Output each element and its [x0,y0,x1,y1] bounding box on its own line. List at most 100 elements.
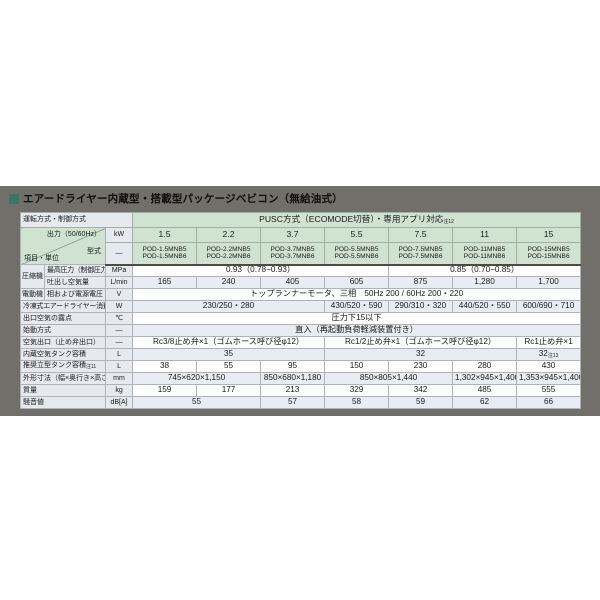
spec-cell: 290/310・320 [388,300,454,313]
spec-cell: 0.85（0.70−0.85） [388,264,582,277]
model-name: POD-15MNB6 [527,253,570,261]
model-name: POD-7.5MNB5 [398,245,443,253]
output-value: 7.5 [388,227,454,243]
corner-diagonal-cell: 出力（50/60Hz） 型式 項目・単位 [20,227,106,265]
spec-cell: 850×680×1,180 [260,372,326,385]
spec-cell: Rc1止め弁×1 [516,336,582,349]
model-cell: POD-2.2MNB5 POD-2.2MNB6 [196,242,262,266]
row-unit: ℃ [104,312,134,325]
spec-cell: 1,353×945×1,400 [516,372,582,385]
spec-cell: 177 [196,384,262,397]
spec-cell: 605 [324,276,390,289]
spec-cell: 32注13 [516,348,582,361]
row-unit: ― [104,336,134,349]
row-unit: L [104,348,134,361]
row-unit: L/min [104,276,134,289]
model-name: POD-3.7MNB5 [270,245,315,253]
gray-panel: エアードライヤー内蔵型・搭載型パッケージベビコン（無給油式） 運転方式・制御方式… [0,186,600,416]
row-label-discharge: 吐出し空気量 [44,276,106,289]
row-unit: V [104,288,134,301]
model-cell: POD-11MNB5 POD-11MNB6 [452,242,518,266]
row-label-recommended-tank: 推奨立型タンク容積注11 [20,360,106,373]
model-cell: POD-5.5MNB5 POD-5.5MNB6 [324,242,390,266]
spec-cell: 55 [132,396,262,409]
model-name: POD-1.5MNB5 [142,245,187,253]
spec-cell: Rc3/8止め弁×1（ゴムホース呼び径φ12） [132,336,326,349]
section-title-text: エアードライヤー内蔵型・搭載型パッケージベビコン（無給油式） [23,193,343,205]
spec-cell: 55 [196,360,262,373]
group-motor: 電動機 [20,288,45,301]
output-value: 3.7 [260,227,326,243]
spec-cell: 直入（再起動負荷軽減装置付き） [132,324,582,337]
spec-note: 注13 [547,352,559,359]
model-cell: POD-15MNB5 POD-15MNB6 [516,242,582,266]
spec-cell: 95 [260,360,326,373]
spec-cell: 62 [452,396,518,409]
row-label-text: 推奨立型タンク容積 [23,362,86,370]
row-label-dryer-power: 冷凍式エアードライヤー消費電力 [20,300,106,313]
spec-cell: 66 [516,396,582,409]
spec-cell: 555 [516,384,582,397]
spec-cell: 485 [452,384,518,397]
model-unit: ― [104,242,134,266]
row-label-mass: 質量 [20,384,106,397]
row-unit: W [104,300,134,313]
spec-cell: 213 [260,384,326,397]
model-name: POD-15MNB5 [527,245,570,253]
output-value: 1.5 [132,227,198,243]
operation-method-label: 運転方式・制御方式 [19,212,134,228]
row-label-noise: 騒音値 [20,396,106,409]
spec-cell: トップランナーモータ、三相 50Hz 200 / 60Hz 200・220 [132,288,582,301]
output-value: 11 [452,227,518,243]
row-label-starting: 始動方式 [20,324,106,337]
spec-cell: 1,280 [452,276,518,289]
row-unit: MPa [104,264,134,277]
output-value: 5.5 [324,227,390,243]
spec-cell: 1,302×945×1,400 [452,372,518,385]
section-title: エアードライヤー内蔵型・搭載型パッケージベビコン（無給油式） [9,191,343,206]
model-cell: POD-3.7MNB5 POD-3.7MNB6 [260,242,326,266]
row-unit: mm [104,372,134,385]
method-header-text: PUSC方式（ECOMODE切替）・専用アプリ対応 [259,213,444,224]
spec-cell: 1,700 [516,276,582,289]
model-name: POD-5.5MNB5 [334,245,379,253]
group-compressor: 圧縮機 [20,264,45,289]
spec-cell: 35 [132,348,326,361]
spec-cell: 58 [324,396,390,409]
model-cell: POD-1.5MNB5 POD-1.5MNB6 [132,242,198,266]
spec-cell: 240 [196,276,262,289]
method-header-note: 注12 [443,218,454,225]
spec-cell: 850×805×1,440 [324,372,454,385]
spec-cell: 745×620×1,150 [132,372,262,385]
spec-cell: 230/250・280 [132,300,326,313]
spec-cell: 600/690・710 [516,300,582,313]
spec-cell: 0.93（0.78−0.93） [132,264,390,277]
model-name: POD-11MNB5 [463,245,506,253]
spec-cell: 38 [132,360,198,373]
row-label-dimensions: 外形寸法（幅×奥行き×高さ） [20,372,106,385]
method-header: PUSC方式（ECOMODE切替）・専用アプリ対応注12 [132,212,582,228]
spec-table: 運転方式・制御方式 PUSC方式（ECOMODE切替）・専用アプリ対応注12 出… [19,212,582,409]
spec-cell: 405 [260,276,326,289]
spec-cell: 59 [388,396,454,409]
title-square-icon [9,193,19,204]
output-unit: kW [104,227,134,243]
model-name: POD-3.7MNB6 [270,253,315,261]
spec-cell: 430 [516,360,582,373]
row-label-note: 注11 [86,364,97,371]
output-value: 15 [516,227,582,243]
row-label-motor: 相および電源電圧 [44,288,106,301]
model-cell: POD-7.5MNB5 POD-7.5MNB6 [388,242,454,266]
spec-cell: 圧力下15以下 [132,312,582,325]
model-name: POD-2.2MNB6 [206,253,251,261]
spec-cell: 329 [324,384,390,397]
model-name: POD-1.5MNB6 [142,253,187,261]
model-name: POD-11MNB6 [463,253,506,261]
spec-cell: 430/520・590 [324,300,390,313]
spec-value: 32 [538,348,548,358]
spec-cell: 875 [388,276,454,289]
spec-cell: 280 [452,360,518,373]
spec-cell: 165 [132,276,198,289]
spec-cell: 440/520・550 [452,300,518,313]
output-value: 2.2 [196,227,262,243]
